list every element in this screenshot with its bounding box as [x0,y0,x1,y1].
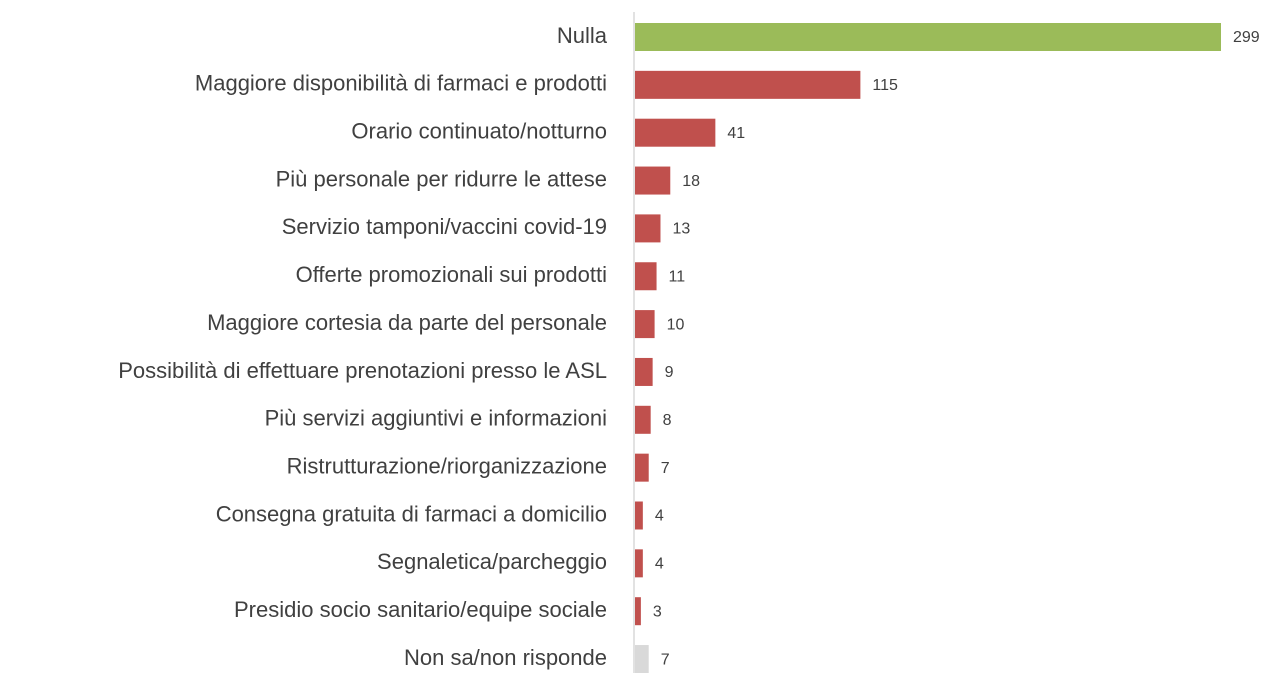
bar [635,262,657,291]
value-label: 11 [669,268,686,285]
category-label: Non sa/non risponde [404,645,607,670]
category-label: Possibilità di effettuare prenotazioni p… [118,358,607,383]
category-label: Consegna gratuita di farmaci a domicilio [216,501,607,526]
value-label: 9 [665,364,674,381]
bar [635,453,649,482]
value-label: 4 [655,556,664,573]
bar [635,118,716,147]
category-label: Segnaletica/parcheggio [377,549,607,574]
category-label: Maggiore cortesia da parte del personale [207,310,607,335]
category-label: Maggiore disponibilità di farmaci e prod… [195,71,607,96]
bar [635,549,643,578]
category-label: Nulla [557,23,608,48]
bar [635,310,655,339]
value-label: 41 [727,125,745,142]
category-label: Più servizi aggiuntivi e informazioni [265,406,607,431]
value-label: 4 [655,508,664,525]
value-label: 3 [653,603,662,620]
value-label: 299 [1233,29,1260,46]
bar [635,597,641,626]
category-label: Offerte promozionali sui prodotti [296,262,607,287]
bar [635,501,643,530]
category-label: Più personale per ridurre le attese [276,166,607,191]
bar [635,23,1221,51]
value-label: 7 [661,651,670,668]
value-label: 8 [663,412,672,429]
bar [635,645,649,673]
category-label: Servizio tamponi/vaccini covid-19 [282,214,607,239]
value-label: 18 [682,173,700,190]
bar [635,405,651,434]
value-label: 115 [872,77,898,94]
bar [635,357,653,386]
category-label: Presidio socio sanitario/equipe sociale [234,597,607,622]
value-label: 10 [667,316,685,333]
bar [635,70,861,99]
category-label: Ristrutturazione/riorganizzazione [287,453,607,478]
category-label: Orario continuato/notturno [351,119,607,144]
bar [635,214,661,243]
bar [635,166,671,195]
value-label: 13 [672,221,690,238]
value-label: 7 [661,460,670,477]
